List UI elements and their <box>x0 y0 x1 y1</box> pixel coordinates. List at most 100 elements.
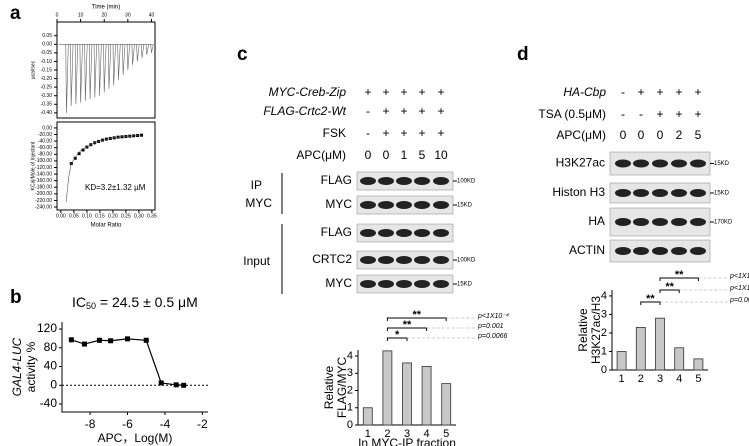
injection-peak <box>89 44 93 100</box>
y-tick-label: -0.15 <box>41 67 53 73</box>
x-tick-label: 3 <box>657 373 663 385</box>
bar <box>362 407 373 426</box>
y-tick-label: -60.00 <box>38 145 52 151</box>
y-axis-label: KCal/Mole of Injectant <box>30 141 36 191</box>
kd-label: 15KD <box>714 191 730 197</box>
x-tick-label: 10 <box>78 12 84 18</box>
blot-band <box>433 201 449 209</box>
blot-band <box>414 229 430 237</box>
kd-label: 15KD <box>714 161 730 167</box>
kd-label: 100KD <box>457 258 476 264</box>
x-axis-label: In MYC-IP fraction <box>358 436 456 446</box>
x-tick-label: 1 <box>365 428 371 440</box>
y-tick-label: 1 <box>347 402 353 414</box>
data-point <box>108 338 114 344</box>
bar <box>382 350 393 426</box>
blot-band <box>615 159 631 168</box>
blot-band <box>378 280 394 288</box>
y-axis-label: activity % <box>24 341 38 392</box>
treatment-mark: + <box>400 126 407 140</box>
chart-title-part: 50 <box>86 301 96 311</box>
treatment-mark: + <box>694 107 701 121</box>
x-tick-label: 40 <box>149 12 155 18</box>
blot-band <box>360 229 376 237</box>
x-tick-label: 2 <box>384 428 390 440</box>
treatment-label: APC(μM) <box>556 128 606 142</box>
treatment-mark: 10 <box>434 148 448 162</box>
significance-bracket <box>659 289 680 293</box>
injection-peak <box>122 44 126 76</box>
bar <box>402 362 412 426</box>
x-axis-label: APC，Log(M) <box>98 431 173 445</box>
x-tick-label: -2 <box>197 417 208 431</box>
blot-band <box>378 177 394 185</box>
blot-band <box>671 218 687 226</box>
injection-peak <box>98 44 102 96</box>
x-tick-label: 5 <box>695 373 701 385</box>
blot-band <box>433 280 449 288</box>
p-value: p<1X10⁻⁴ <box>729 273 749 280</box>
blot-band <box>652 247 668 255</box>
x-tick-label: 0 <box>56 12 59 18</box>
blot-band <box>378 201 394 209</box>
y-tick-label: -0.30 <box>41 93 53 99</box>
treatment-mark: + <box>418 104 425 118</box>
y-axis-label: Relative <box>322 366 336 410</box>
p-value: p=0.0008 <box>729 297 749 304</box>
injection-peak <box>136 44 140 62</box>
y-tick-label: 0 <box>50 377 57 391</box>
significance-label: ** <box>646 293 655 305</box>
blot-label: FLAG <box>321 173 352 187</box>
kd-label: 170KD <box>714 220 733 226</box>
data-point <box>143 337 149 343</box>
treatment-mark: 0 <box>383 148 390 162</box>
panel-label: c <box>237 44 248 65</box>
y-tick-label: -0.35 <box>41 102 53 108</box>
significance-bracket <box>640 301 661 305</box>
blot-band <box>671 159 687 168</box>
y-tick-label: 2 <box>347 384 353 396</box>
blot-band <box>633 218 649 226</box>
data-point <box>81 148 85 152</box>
blot-band <box>396 280 412 288</box>
blot-band <box>615 218 631 226</box>
treatment-mark: + <box>437 104 444 118</box>
blot-label: ACTIN <box>569 243 605 257</box>
treatment-mark: 0 <box>657 128 664 142</box>
injection-peak <box>65 44 69 113</box>
x-tick-label: -6 <box>122 417 133 431</box>
significance-label: ** <box>403 319 412 331</box>
y-tick-label: -240.00 <box>35 204 52 210</box>
treatment-mark: + <box>382 126 389 140</box>
blot-band <box>690 247 706 255</box>
blot-label: HA <box>588 214 605 228</box>
blot-band <box>433 229 449 237</box>
y-tick-label: 4 <box>347 350 353 362</box>
blot-band <box>378 256 394 264</box>
bar <box>655 317 665 371</box>
y-tick-label: 0 <box>601 364 607 376</box>
blot-label: Histon H3 <box>552 185 605 199</box>
y-tick-label: -0.20 <box>41 76 53 82</box>
y-tick-label: -20.00 <box>38 132 52 138</box>
significance-label: ** <box>665 281 674 293</box>
y-tick-label: 0.00 <box>42 125 52 131</box>
x-tick-label: 0.00 <box>56 213 66 219</box>
blot-band <box>396 256 412 264</box>
blot-label: FLAG <box>321 225 352 239</box>
bar <box>635 327 646 371</box>
y-tick-label: -0.10 <box>41 59 53 65</box>
blot-band <box>633 189 649 197</box>
panel-label: b <box>10 287 22 308</box>
x-tick-label: 0.30 <box>134 213 144 219</box>
injection-peak <box>107 44 112 89</box>
injection-peak <box>145 44 149 55</box>
x-tick-label: -4 <box>160 417 171 431</box>
treatment-mark: + <box>694 85 701 99</box>
treatment-mark: + <box>656 85 663 99</box>
p-value: p=0.0066 <box>477 333 507 340</box>
data-point <box>173 382 179 388</box>
treatment-mark: + <box>675 107 682 121</box>
bar <box>693 358 704 371</box>
blot-band <box>433 177 449 185</box>
